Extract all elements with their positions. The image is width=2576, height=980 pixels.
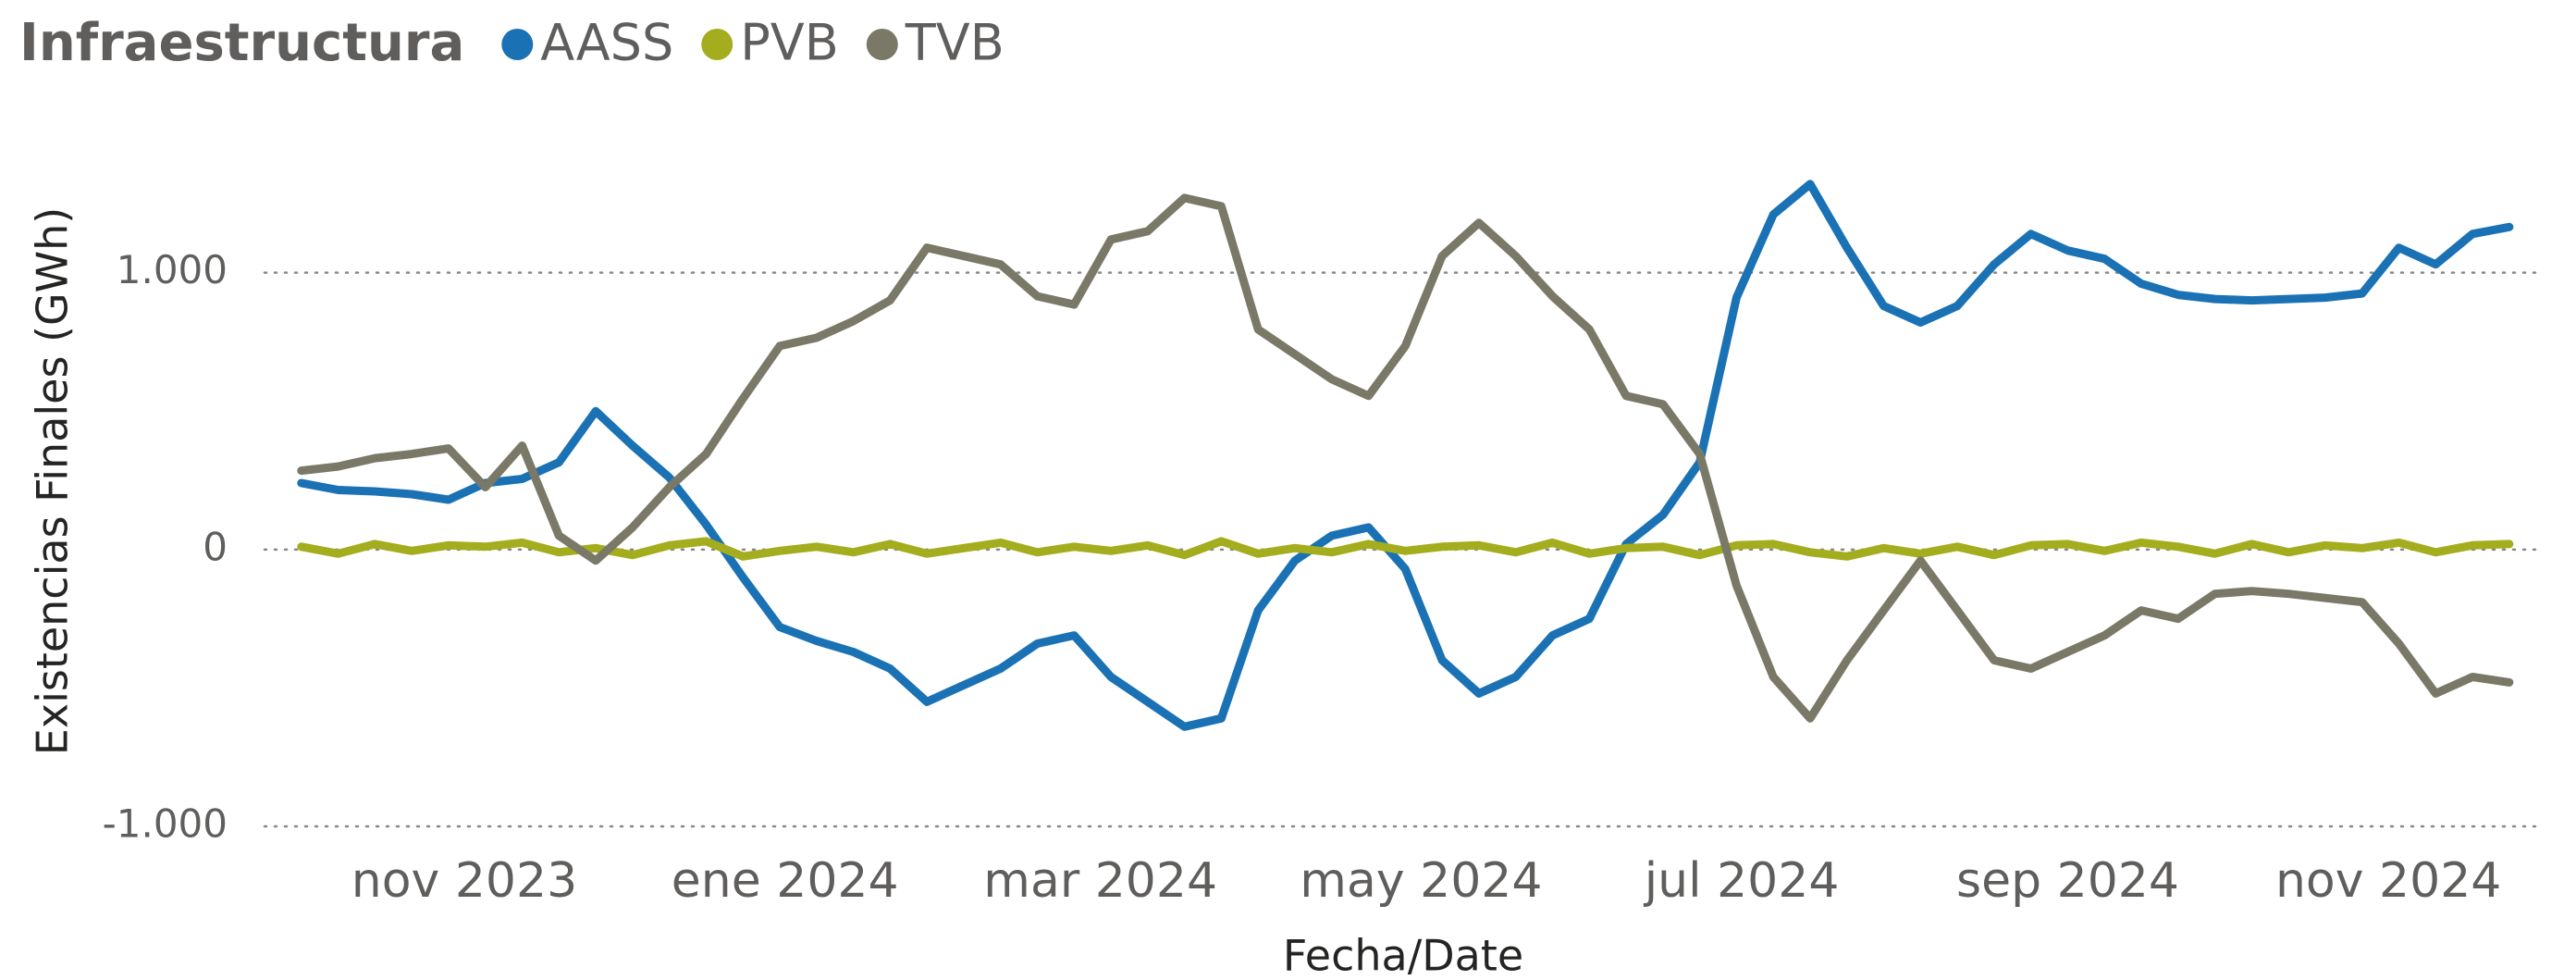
legend-marker — [866, 29, 898, 60]
series-line — [297, 180, 2514, 731]
legend-marker — [501, 29, 534, 60]
x-tick-label: sep 2024 — [1956, 853, 2179, 909]
x-tick-label: nov 2023 — [351, 853, 577, 909]
x-tick-label: may 2024 — [1300, 853, 1542, 909]
x-tick-label: nov 2024 — [2275, 853, 2501, 909]
y-tick-label: 0 — [203, 524, 228, 569]
y-axis-title: Existencias Finales (GWh) — [28, 207, 78, 755]
legend-label: PVB — [740, 14, 839, 72]
x-axis-title: Fecha/Date — [1283, 931, 1523, 980]
x-tick-label: jul 2024 — [1644, 853, 1840, 909]
series-line — [297, 537, 2514, 561]
y-tick-label: 1.000 — [117, 247, 228, 292]
legend-label: TVB — [905, 14, 1005, 72]
series-line — [297, 193, 2514, 723]
legend-marker — [701, 29, 733, 60]
legend-title: Infraestructura — [19, 13, 464, 73]
legend-label: AASS — [540, 14, 673, 72]
x-tick-label: ene 2024 — [672, 853, 899, 909]
y-tick-label: -1.000 — [103, 801, 228, 847]
x-tick-label: mar 2024 — [983, 853, 1217, 909]
